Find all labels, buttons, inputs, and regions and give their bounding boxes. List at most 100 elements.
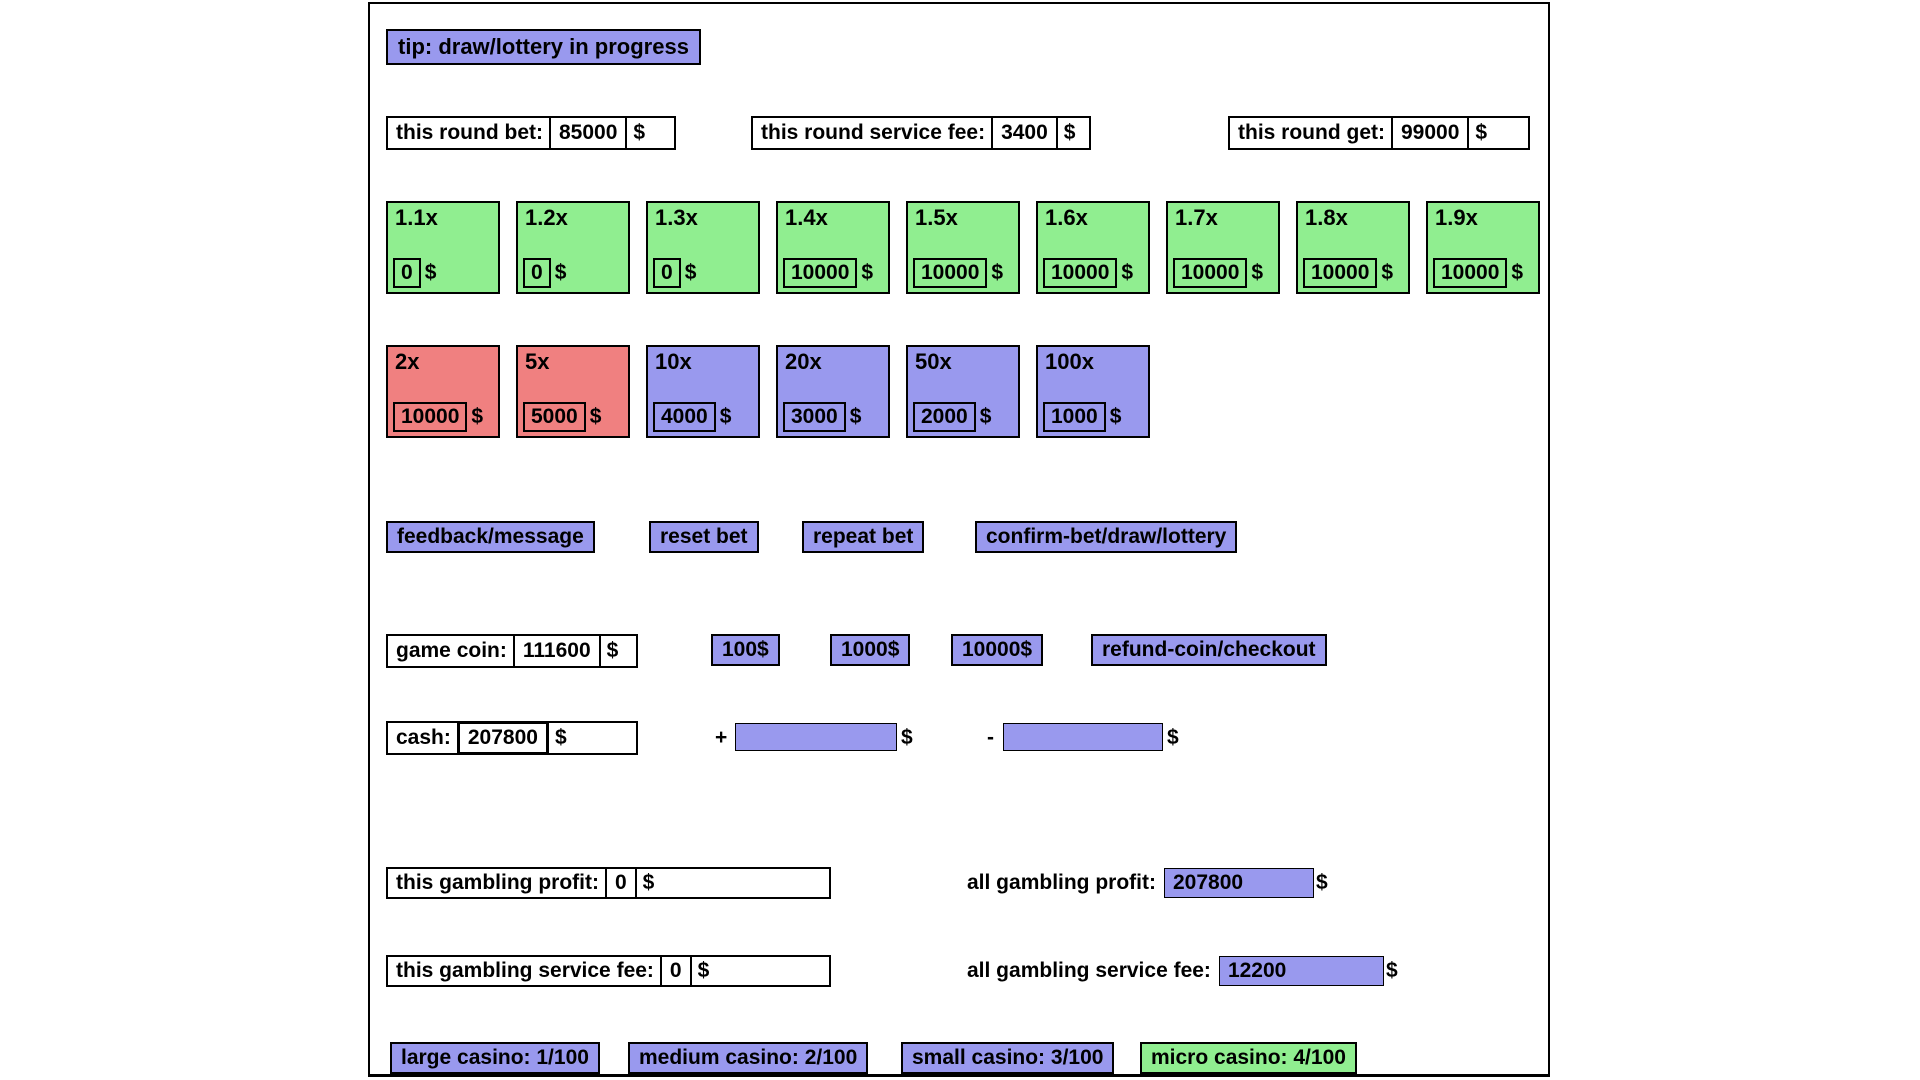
currency-label: $ xyxy=(1381,261,1394,284)
multiplier-card-1.3x[interactable]: 1.3x 0 $ xyxy=(646,201,760,294)
small-casino-tab[interactable]: small casino: 3/100 xyxy=(901,1042,1115,1074)
multiplier-card-50x[interactable]: 50x 2000 $ xyxy=(906,345,1020,438)
game-coin-label: game coin: xyxy=(396,639,507,662)
multiplier-bet-input[interactable]: 3000 xyxy=(783,402,846,432)
currency-label: $ xyxy=(1316,871,1328,894)
this-gambling-service-fee-label: this gambling service fee: xyxy=(396,959,654,982)
feedback-message-button[interactable]: feedback/message xyxy=(386,521,595,553)
multiplier-label: 1.6x xyxy=(1045,205,1088,230)
this-gambling-profit-label: this gambling profit: xyxy=(396,871,599,894)
medium-casino-tab[interactable]: medium casino: 2/100 xyxy=(628,1042,869,1074)
multiplier-label: 1.2x xyxy=(525,205,568,230)
cash-label: cash: xyxy=(396,726,451,749)
add-coin-1000-button[interactable]: 1000$ xyxy=(830,634,911,666)
currency-label: $ xyxy=(1167,726,1179,749)
multiplier-label: 1.3x xyxy=(655,205,698,230)
confirm-bet-draw-lottery-button[interactable]: confirm-bet/draw/lottery xyxy=(975,521,1238,553)
multiplier-card-1.9x[interactable]: 1.9x 10000 $ xyxy=(1426,201,1540,294)
currency-label: $ xyxy=(554,726,567,749)
multiplier-card-5x[interactable]: 5x 5000 $ xyxy=(516,345,630,438)
multiplier-card-1.2x[interactable]: 1.2x 0 $ xyxy=(516,201,630,294)
currency-label: $ xyxy=(684,261,697,284)
multiplier-label: 1.8x xyxy=(1305,205,1348,230)
multiplier-label: 1.1x xyxy=(395,205,438,230)
micro-casino-tab[interactable]: micro casino: 4/100 xyxy=(1140,1042,1357,1074)
currency-label: $ xyxy=(1511,261,1524,284)
withdraw-amount-input[interactable] xyxy=(1003,723,1163,751)
all-gambling-service-fee-label: all gambling service fee: xyxy=(967,959,1211,982)
repeat-bet-button[interactable]: repeat bet xyxy=(802,521,925,553)
multiplier-bet-input[interactable]: 0 xyxy=(393,258,421,288)
round-service-fee-value: 3400 xyxy=(991,116,1058,150)
multiplier-label: 1.4x xyxy=(785,205,828,230)
multiplier-label: 5x xyxy=(525,349,550,374)
add-coin-100-button[interactable]: 100$ xyxy=(711,634,780,666)
currency-label: $ xyxy=(849,405,862,428)
multiplier-bet-input[interactable]: 2000 xyxy=(913,402,976,432)
currency-label: $ xyxy=(719,405,732,428)
multiplier-bet-input[interactable]: 0 xyxy=(653,258,681,288)
multiplier-card-1.4x[interactable]: 1.4x 10000 $ xyxy=(776,201,890,294)
multiplier-bet-input[interactable]: 10000 xyxy=(1173,258,1248,288)
deposit-plus-sign: + xyxy=(715,726,728,749)
currency-label: $ xyxy=(424,261,437,284)
multiplier-bet-input[interactable]: 10000 xyxy=(393,402,468,432)
multiplier-card-1.7x[interactable]: 1.7x 10000 $ xyxy=(1166,201,1280,294)
currency-label: $ xyxy=(697,959,710,982)
large-casino-tab[interactable]: large casino: 1/100 xyxy=(390,1042,600,1074)
all-gambling-service-fee-group: all gambling service fee: 12200 $ xyxy=(967,955,1398,987)
currency-label: $ xyxy=(979,405,992,428)
currency-label: $ xyxy=(1109,405,1122,428)
multiplier-card-10x[interactable]: 10x 4000 $ xyxy=(646,345,760,438)
multiplier-label: 1.7x xyxy=(1175,205,1218,230)
multiplier-bet-input[interactable]: 10000 xyxy=(783,258,858,288)
reset-bet-button[interactable]: reset bet xyxy=(649,521,759,553)
multiplier-label: 100x xyxy=(1045,349,1094,374)
round-service-fee-label: this round service fee: xyxy=(761,121,986,144)
currency-label: $ xyxy=(1121,261,1134,284)
multiplier-card-1.8x[interactable]: 1.8x 10000 $ xyxy=(1296,201,1410,294)
currency-label: $ xyxy=(861,261,874,284)
multiplier-card-1.6x[interactable]: 1.6x 10000 $ xyxy=(1036,201,1150,294)
round-bet-label: this round bet: xyxy=(396,121,543,144)
cash-value: 207800 xyxy=(456,721,549,755)
withdraw-minus-sign: - xyxy=(987,726,994,749)
round-get-box: this round get: 99000 $ xyxy=(1228,116,1530,150)
this-gambling-profit-value: 0 xyxy=(604,867,637,899)
multiplier-bet-input[interactable]: 4000 xyxy=(653,402,716,432)
multiplier-card-1.5x[interactable]: 1.5x 10000 $ xyxy=(906,201,1020,294)
this-gambling-profit-box: this gambling profit: 0 $ xyxy=(386,867,831,899)
currency-label: $ xyxy=(991,261,1004,284)
multiplier-bet-input[interactable]: 1000 xyxy=(1043,402,1106,432)
casino-game-panel: tip: draw/lottery in progress this round… xyxy=(368,2,1550,1077)
multiplier-bet-input[interactable]: 0 xyxy=(523,258,551,288)
multiplier-card-2x[interactable]: 2x 10000 $ xyxy=(386,345,500,438)
multiplier-bet-input[interactable]: 5000 xyxy=(523,402,586,432)
add-coin-10000-button[interactable]: 10000$ xyxy=(951,634,1044,666)
multiplier-label: 2x xyxy=(395,349,420,374)
currency-label: $ xyxy=(1251,261,1264,284)
multiplier-card-1.1x[interactable]: 1.1x 0 $ xyxy=(386,201,500,294)
all-gambling-service-fee-value: 12200 xyxy=(1218,956,1384,986)
currency-label: $ xyxy=(633,121,646,144)
currency-label: $ xyxy=(589,405,602,428)
multiplier-bet-input[interactable]: 10000 xyxy=(1433,258,1508,288)
multiplier-card-20x[interactable]: 20x 3000 $ xyxy=(776,345,890,438)
cash-box: cash: 207800 $ xyxy=(386,721,638,755)
multiplier-bet-input[interactable]: 10000 xyxy=(1043,258,1118,288)
multiplier-bet-input[interactable]: 10000 xyxy=(1303,258,1378,288)
deposit-amount-input[interactable] xyxy=(735,723,897,751)
game-coin-value: 111600 xyxy=(512,634,601,668)
this-gambling-service-fee-value: 0 xyxy=(659,955,692,987)
multiplier-card-100x[interactable]: 100x 1000 $ xyxy=(1036,345,1150,438)
currency-label: $ xyxy=(642,871,655,894)
multiplier-bet-input[interactable]: 10000 xyxy=(913,258,988,288)
multiplier-label: 10x xyxy=(655,349,692,374)
currency-label: $ xyxy=(554,261,567,284)
currency-label: $ xyxy=(606,639,619,662)
all-gambling-profit-label: all gambling profit: xyxy=(967,871,1156,894)
this-gambling-service-fee-box: this gambling service fee: 0 $ xyxy=(386,955,831,987)
round-get-label: this round get: xyxy=(1238,121,1385,144)
refund-coin-checkout-button[interactable]: refund-coin/checkout xyxy=(1091,634,1327,666)
